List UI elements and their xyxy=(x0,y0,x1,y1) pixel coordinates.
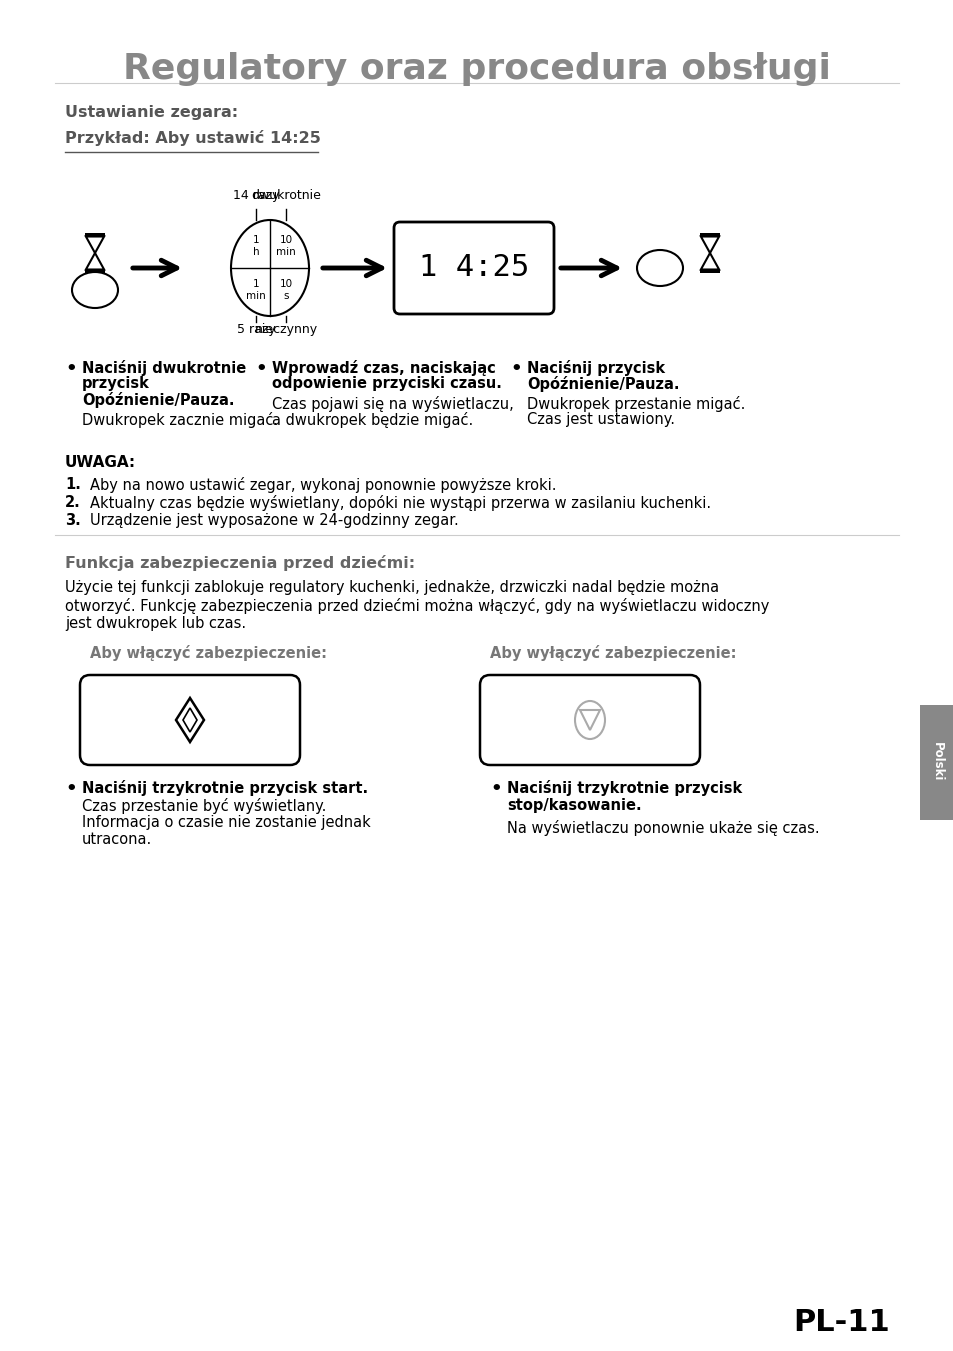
Text: dwukrotnie: dwukrotnie xyxy=(251,189,320,203)
Text: Opóźnienie/Pauza.: Opóźnienie/Pauza. xyxy=(82,392,234,408)
Text: 10
min: 10 min xyxy=(275,235,295,257)
Text: Funkcja zabezpieczenia przed dziećmi:: Funkcja zabezpieczenia przed dziećmi: xyxy=(65,555,415,571)
Text: 1
min: 1 min xyxy=(246,280,266,301)
FancyBboxPatch shape xyxy=(394,222,554,313)
Text: Przykład: Aby ustawić 14:25: Przykład: Aby ustawić 14:25 xyxy=(65,130,320,146)
Text: PL-11: PL-11 xyxy=(792,1308,889,1337)
Text: a dwukropek będzie migać.: a dwukropek będzie migać. xyxy=(272,412,473,428)
Bar xyxy=(85,232,105,236)
Text: Aby wyłączyć zabezpieczenie:: Aby wyłączyć zabezpieczenie: xyxy=(490,644,736,661)
Text: •: • xyxy=(510,359,521,378)
Text: Czas pojawi się na wyświetlaczu,: Czas pojawi się na wyświetlaczu, xyxy=(272,396,514,412)
Text: 10
s: 10 s xyxy=(279,280,293,301)
Text: jest dwukropek lub czas.: jest dwukropek lub czas. xyxy=(65,616,246,631)
Text: 14 razy: 14 razy xyxy=(233,189,279,203)
Text: utracona.: utracona. xyxy=(82,832,152,847)
Text: Czas jest ustawiony.: Czas jest ustawiony. xyxy=(526,412,675,427)
Text: przycisk: przycisk xyxy=(82,376,150,390)
Text: Informacja o czasie nie zostanie jednak: Informacja o czasie nie zostanie jednak xyxy=(82,815,371,830)
Text: 5 razy: 5 razy xyxy=(236,323,275,336)
FancyBboxPatch shape xyxy=(80,676,299,765)
Text: •: • xyxy=(65,359,76,378)
Text: Naciśnij trzykrotnie przycisk: Naciśnij trzykrotnie przycisk xyxy=(506,780,741,796)
Text: Polski: Polski xyxy=(929,742,943,782)
Text: Aby włączyć zabezpieczenie:: Aby włączyć zabezpieczenie: xyxy=(90,644,327,661)
Text: Dwukropek przestanie migać.: Dwukropek przestanie migać. xyxy=(526,396,744,412)
Text: Ustawianie zegara:: Ustawianie zegara: xyxy=(65,105,238,120)
Text: Opóźnienie/Pauza.: Opóźnienie/Pauza. xyxy=(526,376,679,392)
Text: UWAGA:: UWAGA: xyxy=(65,455,136,470)
Text: Urządzenie jest wyposażone w 24-godzinny zegar.: Urządzenie jest wyposażone w 24-godzinny… xyxy=(90,513,458,528)
Text: Użycie tej funkcji zablokuje regulatory kuchenki, jednakże, drzwiczki nadal będz: Użycie tej funkcji zablokuje regulatory … xyxy=(65,580,719,594)
Bar xyxy=(700,269,720,273)
Text: nieczynny: nieczynny xyxy=(254,323,317,336)
Text: Naciśnij przycisk: Naciśnij przycisk xyxy=(526,359,664,376)
Text: odpowienie przyciski czasu.: odpowienie przyciski czasu. xyxy=(272,376,501,390)
Text: Na wyświetlaczu ponownie ukaże się czas.: Na wyświetlaczu ponownie ukaże się czas. xyxy=(506,820,819,836)
Text: 1 4:25: 1 4:25 xyxy=(418,254,529,282)
Text: stop/kasowanie.: stop/kasowanie. xyxy=(506,798,641,813)
Bar xyxy=(919,705,953,820)
Text: Aby na nowo ustawić zegar, wykonaj ponownie powyższe kroki.: Aby na nowo ustawić zegar, wykonaj ponow… xyxy=(90,477,556,493)
Text: Wprowadź czas, naciskając: Wprowadź czas, naciskając xyxy=(272,359,496,376)
Bar xyxy=(85,269,105,273)
Text: •: • xyxy=(65,780,76,798)
Text: •: • xyxy=(490,780,501,798)
FancyBboxPatch shape xyxy=(479,676,700,765)
Text: Aktualny czas będzie wyświetlany, dopóki nie wystąpi przerwa w zasilaniu kuchenk: Aktualny czas będzie wyświetlany, dopóki… xyxy=(90,494,710,511)
Text: 2.: 2. xyxy=(65,494,81,509)
Text: 1
h: 1 h xyxy=(253,235,259,257)
Text: Naciśnij trzykrotnie przycisk start.: Naciśnij trzykrotnie przycisk start. xyxy=(82,780,368,796)
Text: Naciśnij dwukrotnie: Naciśnij dwukrotnie xyxy=(82,359,246,376)
Text: Dwukropek zacznie migać.: Dwukropek zacznie migać. xyxy=(82,412,278,428)
Text: Regulatory oraz procedura obsługi: Regulatory oraz procedura obsługi xyxy=(123,51,830,86)
Bar xyxy=(700,232,720,236)
Text: Czas przestanie być wyświetlany.: Czas przestanie być wyświetlany. xyxy=(82,798,326,815)
Text: 3.: 3. xyxy=(65,513,81,528)
Text: otworzyć. Funkcję zabezpieczenia przed dziećmi można włączyć, gdy na wyświetlacz: otworzyć. Funkcję zabezpieczenia przed d… xyxy=(65,598,768,613)
Text: 1.: 1. xyxy=(65,477,81,492)
Text: •: • xyxy=(254,359,266,378)
